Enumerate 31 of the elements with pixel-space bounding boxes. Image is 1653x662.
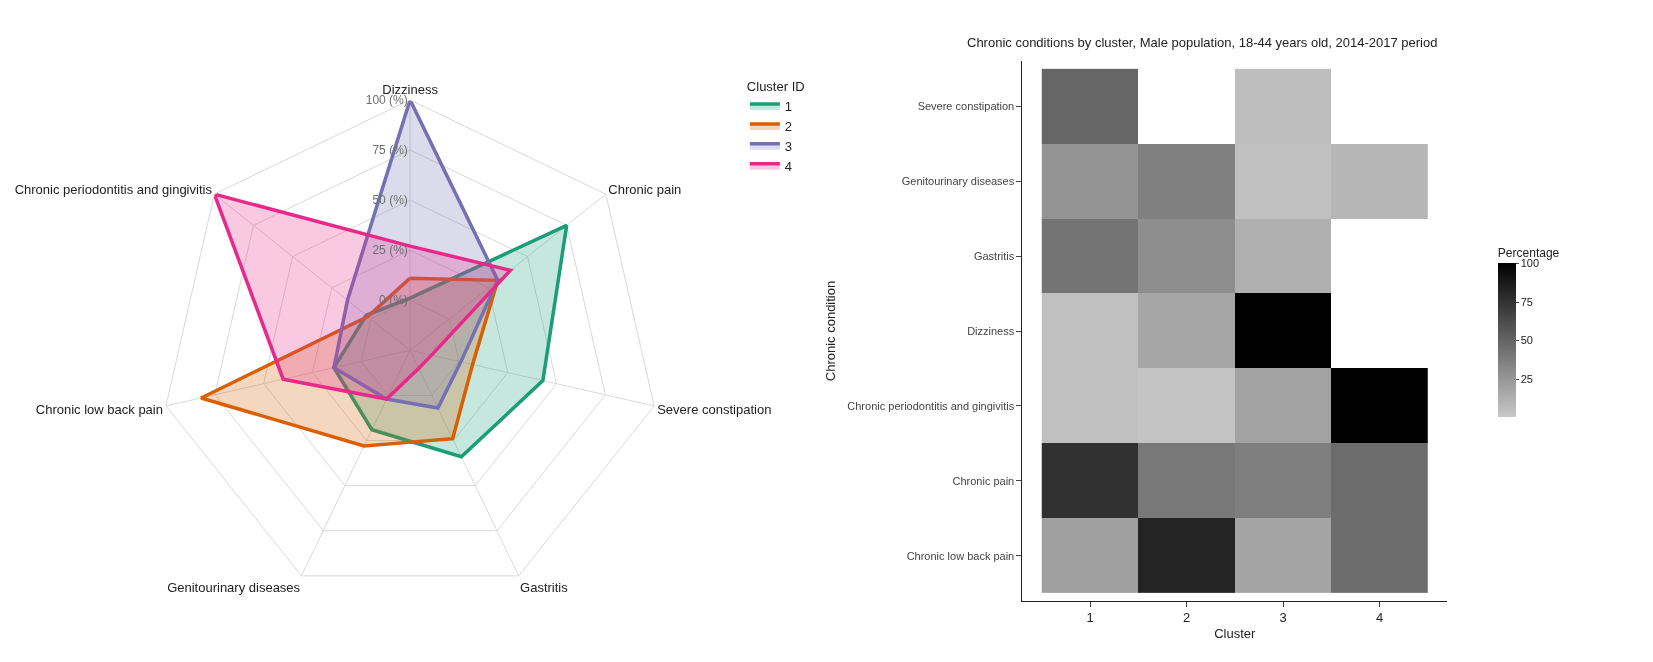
color-bar-label: 100 <box>1520 257 1540 270</box>
y-tick-label: Dizziness <box>967 324 1015 337</box>
y-tick-label: Gastritis <box>973 249 1015 262</box>
x-axis-title: Cluster <box>1214 625 1256 641</box>
y-tick-label: Chronic pain <box>952 474 1015 487</box>
spoke-label: Gastritis <box>520 580 569 596</box>
spoke-label: Chronic periodontitis and gingivitis <box>14 182 213 198</box>
legend-label: 3 <box>784 138 793 154</box>
chart-title: Chronic conditions by cluster, Male population, 18-44 years old, 2014-2017 period <box>967 35 1438 50</box>
x-tick-label: 2 <box>1182 610 1191 626</box>
y-tick-label: Genitourinary diseases <box>901 175 1015 188</box>
y-tick-label: Chronic periodontitis and gingivitis <box>847 399 1015 412</box>
y-axis-title: Chronic condition <box>823 280 839 382</box>
legend-label: 4 <box>784 158 793 174</box>
x-tick-label: 3 <box>1279 610 1287 626</box>
spoke-label: Chronic pain <box>608 182 682 198</box>
legend-title: Cluster ID <box>746 79 805 95</box>
color-bar-label: 75 <box>1520 295 1533 308</box>
legend-label: 1 <box>784 99 793 115</box>
x-tick-label: 1 <box>1086 610 1094 626</box>
color-bar-label: 25 <box>1520 372 1533 385</box>
x-tick-label: 4 <box>1375 610 1384 626</box>
legend-label: 2 <box>784 119 793 135</box>
color-bar-title: Percentage <box>1497 245 1560 260</box>
spoke-label: Genitourinary diseases <box>167 580 301 596</box>
y-tick-label: Chronic low back pain <box>906 549 1015 562</box>
y-tick-label: Severe constipation <box>917 100 1015 113</box>
color-bar-label: 50 <box>1520 334 1533 347</box>
spoke-label: Chronic low back pain <box>35 401 163 417</box>
y-tick-label: 25 (%) <box>372 243 408 258</box>
spoke-label: Severe constipation <box>657 401 772 417</box>
